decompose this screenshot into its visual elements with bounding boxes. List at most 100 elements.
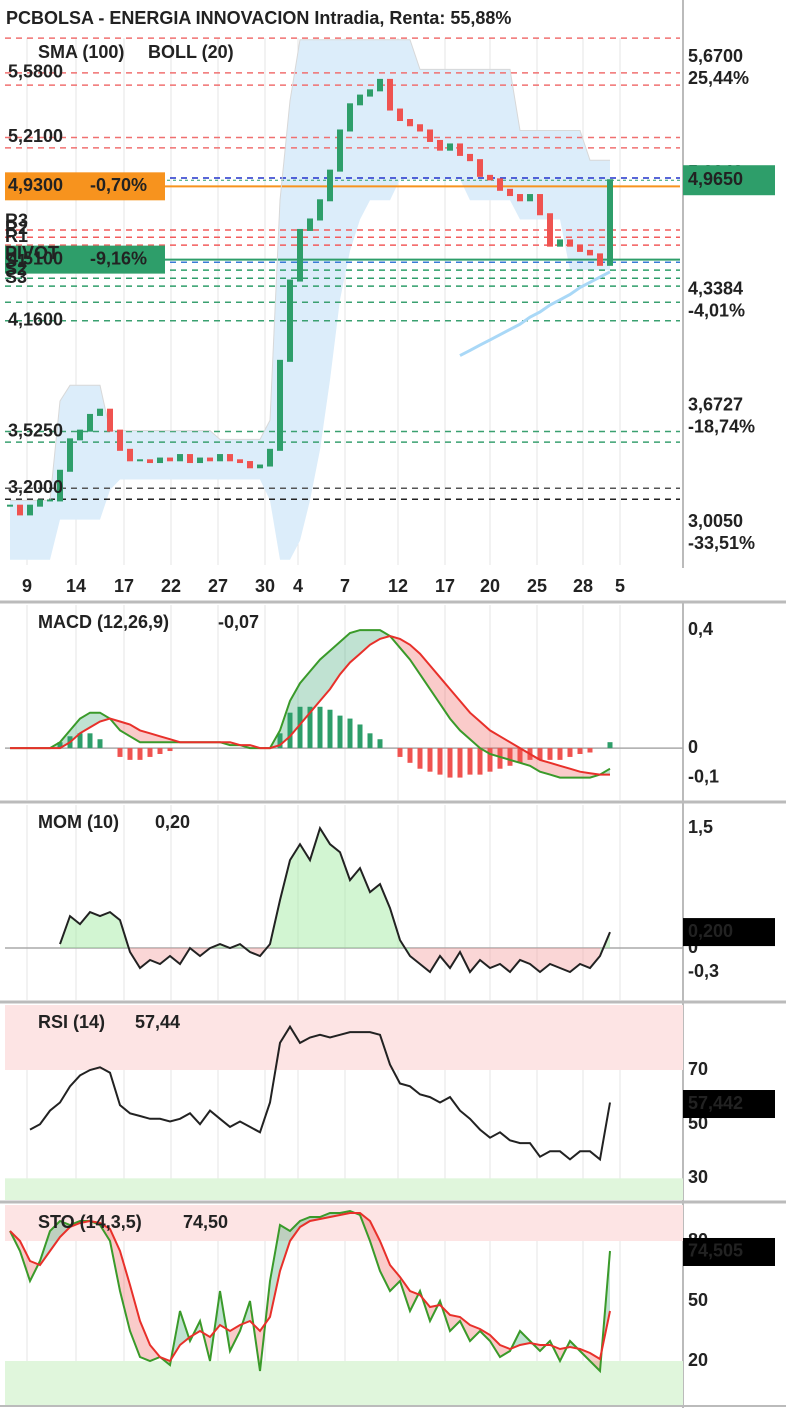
fill-between [280,1225,290,1271]
histogram-bar [397,748,403,757]
candle [517,194,523,202]
candle [257,464,263,469]
momentum-area [70,916,80,949]
candle [217,454,223,462]
histogram-bar [407,748,413,763]
candle [337,129,343,172]
candle [237,459,243,464]
histogram-bar [607,742,613,749]
x-tick-label: 28 [573,576,593,596]
x-tick-label: 4 [293,576,303,596]
candle [497,178,503,191]
histogram-bar [87,733,93,749]
histogram-bar [557,748,563,760]
level-label: 4,9300 [8,175,63,195]
candle [477,159,483,177]
momentum-area [140,948,150,969]
candle [37,499,43,507]
histogram-bar [337,715,343,749]
candle [447,143,453,151]
candle [187,454,193,464]
fill-between [490,730,500,757]
x-tick-label: 9 [22,576,32,596]
level-label: 5,2100 [8,126,63,146]
momentum-area [170,948,180,965]
signal-line [10,634,610,776]
x-tick-label: 17 [114,576,134,596]
candle [97,408,103,416]
candle [427,129,433,142]
x-tick-label: 27 [208,576,228,596]
fill-between [360,630,370,654]
momentum-area [600,932,610,957]
x-tick-label: 12 [388,576,408,596]
fill-between [450,1315,460,1331]
momentum-area [90,912,100,949]
candle [607,179,613,266]
momentum-area [530,948,540,973]
last-price-label: 4,9650 [688,169,743,189]
candle [137,459,143,462]
histogram-bar [307,706,313,749]
histogram-bar [427,748,433,772]
level-label: 4,1600 [8,309,63,329]
momentum-line [59,825,611,974]
histogram-bar [547,748,553,760]
y-tick-label: 1,5 [688,817,713,837]
y-tick-label: -0,1 [688,766,719,786]
histogram-bar [447,748,453,778]
momentum-area [500,948,510,973]
momentum-area [440,948,450,969]
x-tick-label: 20 [480,576,500,596]
oscillator-line [29,1024,611,1162]
candle [207,457,213,462]
candle [437,139,443,151]
candle [57,469,63,502]
fill-between [320,650,330,701]
candle [317,199,323,221]
oscillator-line [9,1209,611,1374]
level-change: -9,16% [90,248,147,268]
fill-between [470,712,480,749]
y-tick-label: 0 [688,737,698,757]
y-tick-label: 70 [688,1059,708,1079]
fill-between [540,759,550,775]
y-tick-label: 0,4 [688,619,713,639]
candle [67,438,73,472]
panel-title: STO (14,3,5) [38,1212,142,1232]
histogram-bar [437,748,443,775]
histogram-bar [357,724,363,749]
value-tag-label: 0,200 [688,921,733,941]
pivot-label: S3 [5,267,27,287]
histogram-bar [507,748,513,766]
candle [157,457,163,464]
candle [77,429,83,441]
fill-between [550,762,560,778]
candle [377,78,383,92]
momentum-area [430,948,440,973]
fill-between [300,671,310,725]
candle [557,239,563,247]
level-box [5,172,165,201]
fill-between [370,630,380,645]
histogram-bar [167,748,173,752]
oscillator-line [9,1212,611,1363]
momentum-area [370,884,380,949]
pivot-label: R1 [5,226,28,246]
fill-between [140,1321,150,1361]
histogram-bar [277,733,283,749]
candle [537,194,543,216]
y-tick-change: -33,51% [688,533,755,553]
candle [107,408,113,432]
y-tick-change: -18,74% [688,416,755,436]
fill-between [120,1251,130,1331]
histogram-bar [457,748,463,778]
panel-title: MOM (10) [38,812,119,832]
value-tag-label: 57,442 [688,1093,743,1113]
fill-between [90,712,100,728]
histogram-bar [477,748,483,775]
momentum-area [290,844,300,949]
pivot-label: R2 [5,218,28,238]
candle [247,461,253,469]
